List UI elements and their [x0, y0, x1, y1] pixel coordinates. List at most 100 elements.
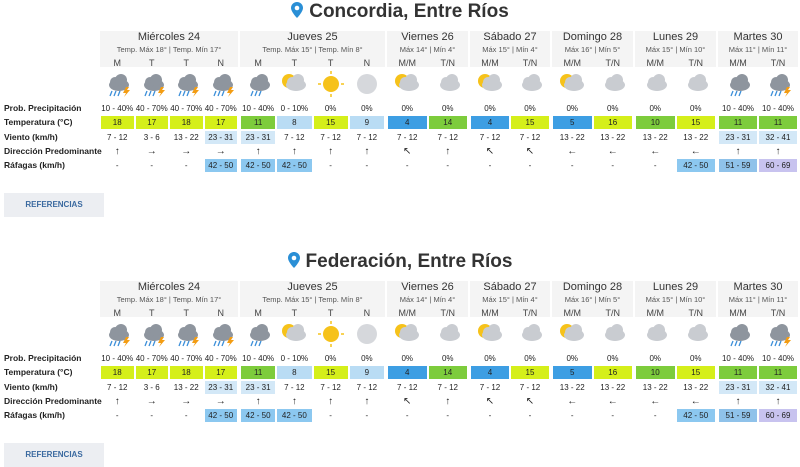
cell-value: 18: [170, 116, 203, 129]
period-label: T/N: [522, 308, 538, 318]
weather-icon: [100, 71, 134, 102]
weather-icon: [390, 71, 424, 102]
cell-value: 7 - 12: [107, 133, 128, 142]
cell-value: ↖: [525, 396, 535, 407]
cell-value: 7 - 12: [437, 383, 458, 392]
references-button[interactable]: REFERENCIAS: [4, 193, 104, 217]
cell-value: 32 - 41: [759, 131, 797, 144]
cell-value: ↑: [328, 396, 334, 407]
day-name: Viernes 26: [387, 281, 468, 317]
cell-value: 0%: [441, 354, 454, 363]
weather-icon: [277, 321, 311, 352]
cell-value: 23 - 31: [241, 381, 276, 394]
cell-value: ↑: [114, 146, 120, 157]
cell-value: 0 - 10%: [280, 104, 309, 113]
cell-value: →: [146, 146, 157, 157]
cell-value: 0%: [689, 104, 702, 113]
cell-value: 51 - 59: [719, 409, 757, 422]
cell-value: 42 - 50: [277, 409, 312, 422]
cell-value: 4: [388, 116, 427, 129]
period-label: T: [149, 308, 155, 318]
cell-value: ↑: [255, 146, 261, 157]
cell-value: 13 - 22: [173, 383, 199, 392]
period-label: M/M: [563, 308, 582, 318]
cell-value: -: [365, 411, 369, 420]
cell-value: 23 - 31: [204, 131, 237, 144]
period-label: T/N: [688, 58, 704, 68]
period-label: M/M: [398, 308, 417, 318]
cell-value: 51 - 59: [719, 159, 757, 172]
period-label: M/M: [729, 308, 747, 318]
period-label: N: [217, 58, 225, 68]
row-label: Dirección Predominante: [4, 396, 102, 406]
cell-value: 13 - 22: [642, 383, 668, 392]
day-name: Jueves 25: [240, 31, 385, 67]
cell-value: 0%: [401, 104, 414, 113]
day-name: Sábado 27: [470, 31, 550, 67]
cell-value: -: [488, 411, 492, 420]
cell-value: 7 - 12: [320, 133, 341, 142]
period-label: T: [183, 58, 190, 68]
cell-value: 42 - 50: [676, 409, 715, 422]
cell-value: 7 - 12: [397, 383, 418, 392]
cell-value: ↑: [735, 396, 741, 407]
cell-value: ↑: [364, 146, 370, 157]
period-label: M/M: [729, 58, 747, 68]
cell-value: 11: [241, 366, 276, 379]
cell-value: 60 - 69: [759, 159, 797, 172]
period-label: T/N: [440, 58, 456, 68]
cell-value: 7 - 12: [397, 133, 418, 142]
day-name: Viernes 26: [387, 31, 468, 67]
cell-value: ↖: [485, 146, 495, 157]
weather-icon: [596, 321, 630, 352]
weather-icon: [555, 71, 589, 102]
cell-value: ↑: [364, 396, 370, 407]
cell-value: 10 - 40%: [101, 104, 134, 113]
cell-value: 7 - 12: [519, 383, 541, 392]
weather-icon: [350, 71, 384, 102]
period-label: N: [363, 58, 371, 68]
weather-icon: [431, 321, 465, 352]
weather-icon: [638, 321, 672, 352]
day-name: Martes 30: [718, 31, 798, 67]
cell-value: ↖: [403, 146, 412, 157]
cell-value: 0%: [361, 354, 373, 363]
cell-value: 9: [349, 366, 384, 379]
cell-value: ↑: [291, 396, 297, 407]
period-label: T: [183, 308, 190, 318]
cell-value: 5: [553, 116, 592, 129]
cell-value: -: [150, 411, 154, 420]
row-label: Viento (km/h): [4, 382, 58, 392]
weather-icon: [135, 321, 169, 352]
cell-value: 10 - 40%: [242, 104, 275, 113]
cell-value: ↑: [255, 396, 261, 407]
period-label: N: [217, 308, 225, 318]
day-name: Martes 30: [718, 281, 798, 317]
cell-value: 42 - 50: [241, 159, 276, 172]
cell-value: ↑: [735, 146, 741, 157]
cell-value: 7 - 12: [356, 383, 378, 392]
weather-icon: [314, 321, 348, 352]
location-title: Federación, Entre Ríos: [0, 251, 800, 273]
cell-value: 7 - 12: [437, 133, 458, 142]
cell-value: 11: [759, 366, 797, 379]
weather-icon: [204, 321, 238, 352]
cell-value: 15: [511, 116, 549, 129]
cell-value: 15: [676, 116, 715, 129]
cell-value: 3 - 6: [143, 133, 160, 142]
weather-icon: [679, 71, 713, 102]
day-name: Sábado 27: [470, 281, 550, 317]
day-temps: Máx 15° | Mín 4°: [482, 45, 538, 54]
day-temps: Máx 16° | Mín 5°: [564, 45, 621, 54]
cell-value: 40 - 70%: [135, 354, 168, 363]
cell-value: -: [405, 161, 409, 170]
cell-value: -: [329, 411, 332, 420]
cell-value: ←: [567, 146, 578, 157]
day-temps: Temp. Máx 15° | Temp. Mín 8°: [262, 295, 363, 304]
weather-icon: [761, 71, 795, 102]
cell-value: 13 - 22: [683, 383, 709, 392]
cell-value: 7 - 12: [107, 383, 128, 392]
cell-value: ↑: [445, 396, 451, 407]
references-button[interactable]: REFERENCIAS: [4, 443, 104, 467]
